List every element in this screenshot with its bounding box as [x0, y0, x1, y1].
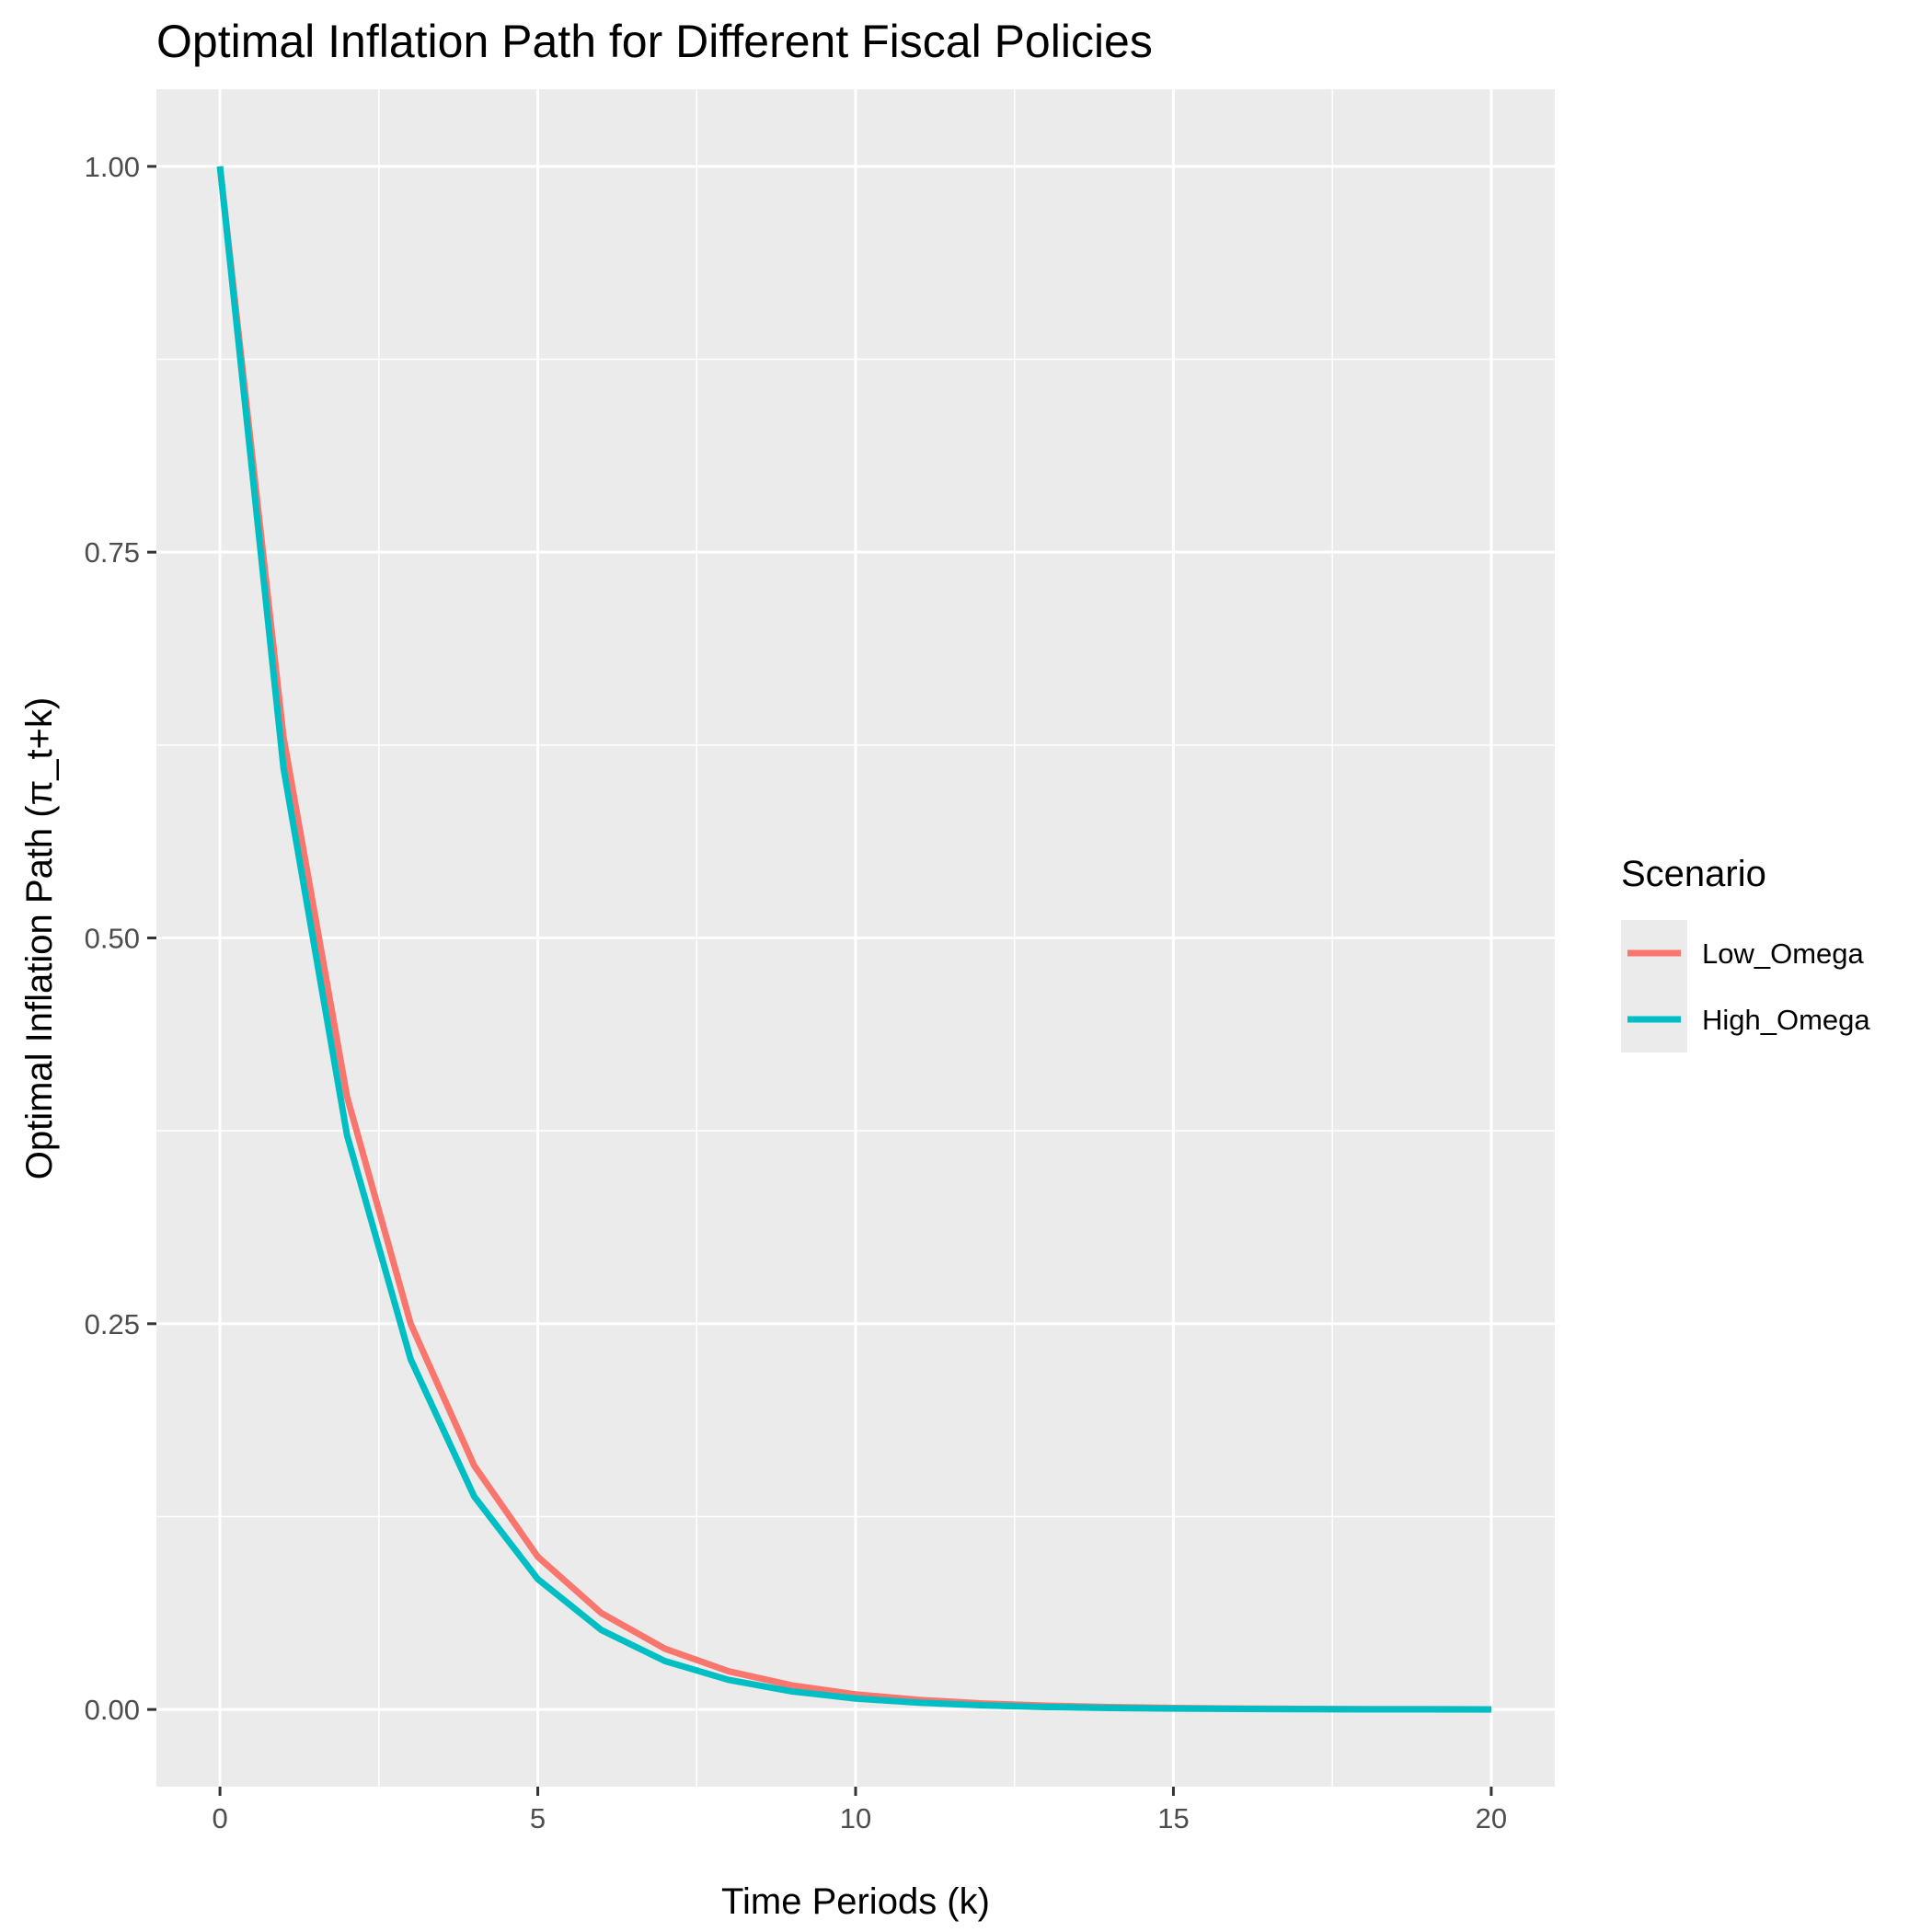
legend-label: High_Omega	[1702, 1004, 1870, 1036]
chart-title: Optimal Inflation Path for Different Fis…	[156, 16, 1153, 67]
legend-label: Low_Omega	[1702, 937, 1865, 970]
series-lines	[216, 166, 1491, 1713]
y-axis: 0.00 0.25 0.50 0.75 1.00	[85, 151, 156, 1726]
x-axis: 0 5 10 15 20	[212, 1787, 1507, 1834]
y-axis-title: Optimal Inflation Path (π_t+k)	[19, 697, 60, 1180]
x-tick-label: 5	[530, 1802, 546, 1834]
y-tick-label: 0.50	[85, 923, 140, 955]
major-gridlines	[156, 89, 1555, 1787]
y-tick-label: 0.25	[85, 1308, 140, 1340]
legend-key-background	[1621, 920, 1687, 1052]
legend-title: Scenario	[1621, 854, 1766, 894]
x-tick-label: 10	[840, 1802, 871, 1834]
x-axis-title: Time Periods (k)	[721, 1881, 990, 1922]
x-tick-label: 20	[1476, 1802, 1507, 1834]
x-tick-label: 0	[212, 1802, 227, 1834]
y-tick-label: 0.75	[85, 536, 140, 569]
y-tick-label: 1.00	[85, 151, 140, 183]
series-line-high-omega	[216, 166, 1491, 1713]
legend: Scenario Low_Omega High_Omega	[1621, 854, 1870, 1052]
x-tick-label: 15	[1157, 1802, 1189, 1834]
y-tick-label: 0.00	[85, 1694, 140, 1726]
